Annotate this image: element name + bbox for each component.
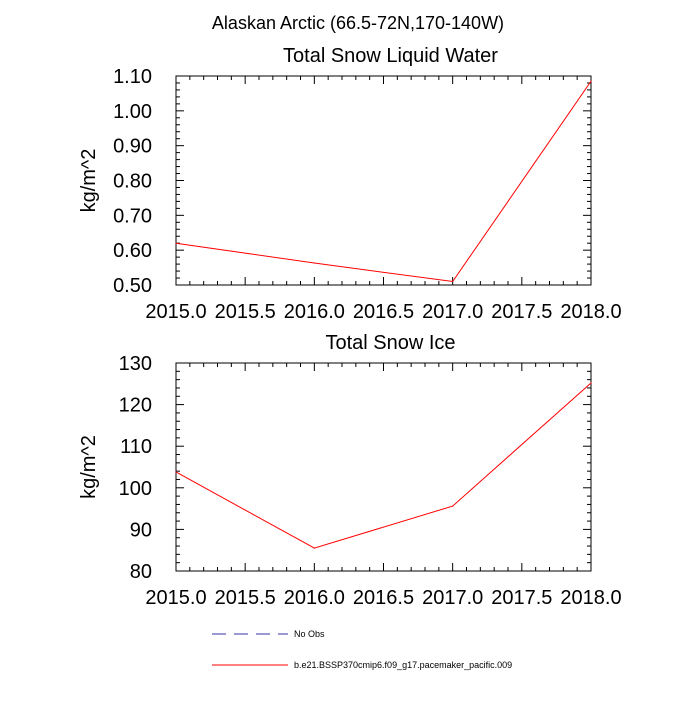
x-tick-label-snow-liquid-water: 2018.0: [560, 301, 621, 323]
panel-title-snow-liquid-water: Total Snow Liquid Water: [283, 45, 498, 67]
panel-snow-ice: Total Snow Ice 2015.0 2015.5 2016.0 2016.5 20…: [78, 332, 622, 609]
x-tick-label-snow-liquid-water: 2015.5: [215, 301, 276, 323]
y-axis-label-snow-liquid-water: kg/m^2: [78, 149, 100, 213]
y-tick-label-snow-ice: 100: [119, 478, 152, 500]
data-point-snow-ice: [452, 505, 454, 507]
plot-frame-snow-ice: [175, 362, 592, 572]
x-tick-label-snow-ice: 2017.0: [422, 587, 483, 609]
y-tick-label-snow-ice: 110: [120, 436, 152, 458]
x-tick-label-snow-ice: 2018.0: [560, 587, 621, 609]
y-tick-label-snow-liquid-water: 1.10: [113, 66, 152, 88]
y-axis-label-snow-ice: kg/m^2: [78, 435, 100, 499]
legend-label-no-obs: No Obs: [294, 629, 325, 639]
series-line-snow-liquid-water: [175, 80, 592, 283]
data-point-snow-ice: [590, 382, 592, 384]
x-tick-label-snow-ice: 2015.0: [145, 587, 206, 609]
data-point-snow-ice: [313, 547, 315, 549]
y-tick-label-snow-ice: 90: [130, 519, 152, 541]
x-tick-label-snow-ice: 2017.5: [491, 587, 552, 609]
y-tick-label-snow-ice: 120: [119, 395, 152, 417]
x-tick-label-snow-liquid-water: 2016.5: [353, 301, 414, 323]
x-tick-label-snow-liquid-water: 2017.0: [422, 301, 483, 323]
y-tick-label-snow-liquid-water: 0.90: [113, 136, 152, 158]
x-tick-label-snow-ice: 2015.5: [215, 587, 276, 609]
panel-title-snow-ice: Total Snow Ice: [325, 332, 455, 354]
data-point-snow-ice: [175, 471, 177, 473]
y-tick-label-snow-liquid-water: 0.70: [113, 205, 152, 227]
y-tick-label-snow-ice: 130: [119, 353, 152, 375]
series-line-snow-ice: [175, 382, 592, 549]
y-tick-label-snow-ice: 80: [130, 561, 152, 583]
legend-item-model: b.e21.BSSP370cmip6.f09_g17.pacemaker_pac…: [212, 660, 512, 670]
x-tick-label-snow-liquid-water: 2016.0: [284, 301, 345, 323]
legend-item-no-obs: No Obs: [212, 629, 325, 639]
panel-snow-liquid-water: Total Snow Liquid Water 2015.0 2015.5 2016.…: [78, 45, 622, 323]
plot-frame-snow-liquid-water: [175, 75, 592, 286]
data-point-snow-liquid-water: [175, 242, 177, 244]
data-point-snow-liquid-water: [313, 262, 315, 264]
legend: No Obs b.e21.BSSP370cmip6.f09_g17.pacema…: [212, 629, 512, 670]
data-point-snow-liquid-water: [590, 80, 592, 82]
y-tick-label-snow-liquid-water: 1.00: [113, 101, 152, 123]
x-tick-label-snow-liquid-water: 2015.0: [145, 301, 206, 323]
x-tick-label-snow-ice: 2016.0: [284, 587, 345, 609]
y-tick-label-snow-liquid-water: 0.50: [113, 275, 152, 297]
y-tick-label-snow-liquid-water: 0.60: [113, 240, 152, 262]
y-tick-label-snow-liquid-water: 0.80: [113, 171, 152, 193]
x-tick-label-snow-liquid-water: 2017.5: [491, 301, 552, 323]
x-tick-label-snow-ice: 2016.5: [353, 587, 414, 609]
data-point-snow-liquid-water: [452, 280, 454, 283]
legend-label-model: b.e21.BSSP370cmip6.f09_g17.pacemaker_pac…: [294, 660, 512, 670]
figure-suptitle: Alaskan Arctic (66.5-72N,170-140W): [212, 13, 504, 33]
